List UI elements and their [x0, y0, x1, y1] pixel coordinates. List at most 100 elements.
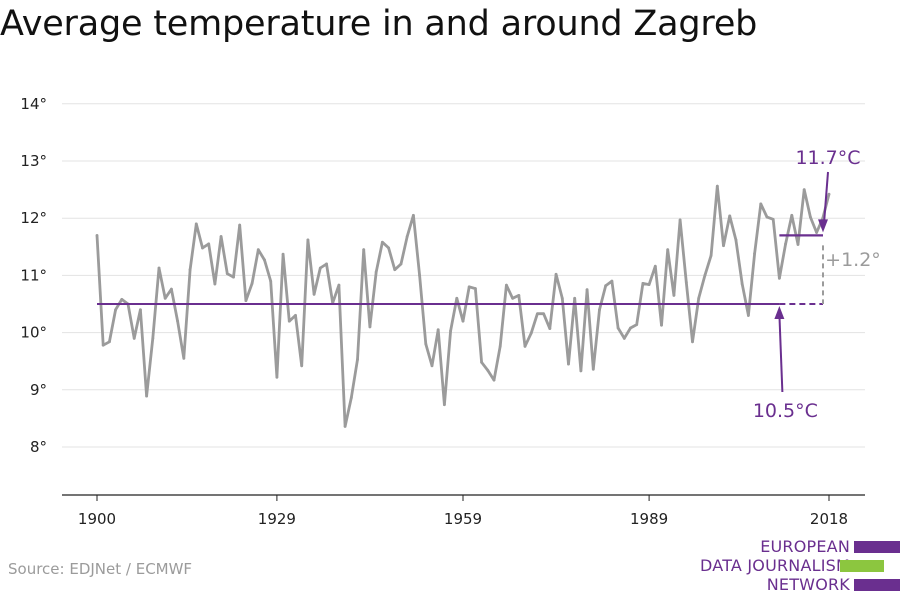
point-1949 — [399, 262, 403, 266]
point-1937 — [325, 262, 328, 266]
point-1922 — [232, 275, 235, 279]
recent-mean-label: 11.7°C — [795, 147, 860, 169]
point-1941 — [349, 396, 353, 400]
point-2006 — [753, 252, 756, 256]
point-1930 — [281, 252, 285, 256]
point-1952 — [418, 274, 421, 277]
point-1955 — [436, 328, 440, 332]
point-1986 — [629, 326, 632, 330]
logo-bar-green — [840, 560, 884, 572]
point-2015 — [808, 215, 812, 219]
point-1935 — [312, 292, 316, 296]
gridlines — [62, 103, 865, 448]
point-1947 — [387, 246, 390, 250]
point-1945 — [374, 270, 378, 274]
point-2014 — [802, 188, 806, 192]
y-tick-label-8: 8° — [30, 438, 47, 456]
x-tick-label-1900: 1900 — [78, 510, 116, 528]
point-1987 — [635, 323, 639, 326]
point-1975 — [560, 296, 564, 300]
point-1959 — [461, 319, 465, 323]
point-1926 — [256, 248, 260, 252]
difference-label: +1.2° — [825, 249, 881, 271]
point-1999 — [709, 253, 713, 257]
point-1950 — [405, 235, 409, 238]
x-tick-label-1989: 1989 — [630, 510, 668, 528]
point-1939 — [337, 283, 341, 287]
point-1928 — [269, 279, 273, 283]
x-tick-label-2018: 2018 — [810, 510, 848, 528]
point-1962 — [480, 360, 484, 364]
point-1936 — [318, 266, 322, 270]
point-1908 — [145, 394, 149, 398]
point-1967 — [511, 296, 515, 300]
point-1900 — [95, 233, 99, 237]
point-1910 — [157, 266, 161, 270]
point-1932 — [294, 314, 297, 317]
point-1901 — [101, 343, 105, 347]
point-1963 — [486, 368, 490, 372]
point-1995 — [684, 280, 688, 284]
point-1918 — [207, 242, 211, 246]
point-1929 — [275, 375, 279, 379]
point-1960 — [467, 285, 471, 289]
point-1916 — [194, 222, 198, 226]
logo-line-1: EUROPEAN — [760, 537, 850, 556]
point-1976 — [567, 362, 570, 366]
point-1924 — [244, 299, 248, 302]
point-1977 — [573, 296, 577, 300]
point-2013 — [796, 243, 800, 246]
point-1983 — [610, 279, 614, 283]
point-1921 — [225, 272, 229, 276]
point-1969 — [523, 344, 527, 348]
point-1911 — [163, 296, 167, 300]
point-1993 — [672, 294, 676, 297]
point-1948 — [393, 268, 397, 272]
chart-title: Average temperature in and around Zagreb — [0, 4, 758, 44]
y-tick-label-14: 14° — [20, 95, 47, 113]
annotations: 10.5°C 11.7°C +1.2° — [753, 147, 881, 422]
point-1968 — [517, 294, 521, 297]
point-2010 — [777, 276, 781, 280]
y-tick-label-11: 11° — [20, 266, 47, 284]
point-1925 — [250, 282, 254, 285]
point-1946 — [380, 240, 384, 244]
edjnet-logo: EUROPEAN DATA JOURNALISM NETWORK — [700, 538, 900, 598]
point-2016 — [815, 231, 818, 234]
series-group — [95, 184, 831, 428]
point-1920 — [219, 235, 223, 238]
logo-bar-purple-bottom — [854, 579, 900, 591]
point-1982 — [604, 284, 608, 288]
point-1964 — [492, 378, 496, 382]
point-1953 — [424, 342, 428, 346]
point-1988 — [641, 282, 645, 285]
point-1974 — [554, 272, 558, 276]
point-2012 — [790, 213, 794, 217]
point-1958 — [455, 296, 459, 300]
y-tick-label-10: 10° — [20, 324, 47, 342]
point-1904 — [120, 298, 124, 301]
point-2002 — [728, 214, 732, 218]
point-1931 — [287, 319, 291, 323]
baseline-arrow-head — [774, 306, 785, 319]
point-1996 — [691, 340, 694, 344]
logo-bar-purple-top — [854, 541, 900, 553]
source-note: Source: EDJNet / ECMWF — [8, 560, 193, 578]
point-1906 — [132, 336, 136, 340]
point-2009 — [771, 217, 775, 221]
point-1951 — [411, 213, 415, 217]
point-2008 — [765, 215, 769, 219]
point-1973 — [548, 327, 552, 330]
point-2018 — [827, 192, 831, 196]
point-1919 — [213, 282, 217, 286]
y-tick-label-13: 13° — [20, 152, 47, 170]
point-1957 — [449, 329, 452, 333]
point-2004 — [740, 282, 744, 286]
baseline-mean-label: 10.5°C — [753, 400, 818, 422]
y-tick-label-9: 9° — [30, 381, 47, 399]
logo-line-3: NETWORK — [766, 575, 850, 594]
point-1902 — [108, 340, 111, 344]
point-1909 — [151, 336, 155, 340]
point-1998 — [703, 274, 707, 277]
baseline-arrow-shaft — [778, 313, 784, 393]
